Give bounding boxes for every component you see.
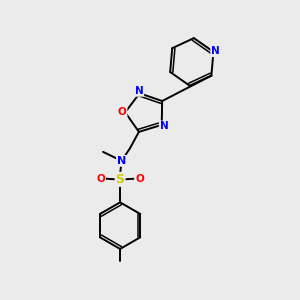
Text: N: N	[160, 122, 169, 131]
Text: N: N	[211, 46, 220, 56]
Text: N: N	[135, 86, 143, 96]
Text: O: O	[135, 174, 144, 184]
Text: O: O	[118, 107, 127, 117]
Text: S: S	[116, 173, 124, 186]
Text: O: O	[96, 174, 105, 184]
Text: N: N	[117, 156, 126, 166]
